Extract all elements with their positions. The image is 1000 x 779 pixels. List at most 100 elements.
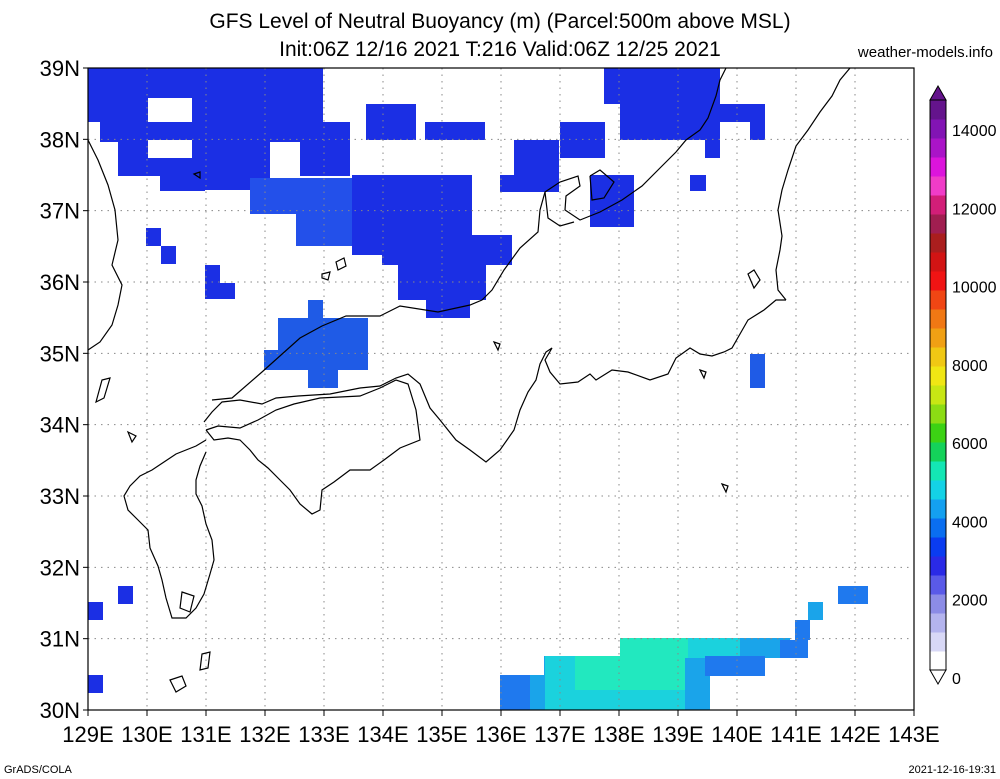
lon-tick-label: 133E bbox=[298, 722, 349, 747]
lnb-cell bbox=[100, 122, 350, 142]
lnb-cell bbox=[838, 586, 868, 604]
footer-right: 2021-12-16-19:31 bbox=[909, 764, 996, 776]
lnb-cell bbox=[705, 136, 720, 158]
lnb-cell bbox=[366, 104, 416, 140]
lnb-cell bbox=[808, 602, 823, 620]
lnb-cell bbox=[560, 122, 605, 158]
colorbar-swatch bbox=[930, 442, 946, 462]
lnb-cell bbox=[250, 178, 370, 214]
lnb-cell bbox=[160, 175, 205, 191]
colorbar-label: 10000 bbox=[952, 280, 997, 297]
colorbar-swatch bbox=[930, 138, 946, 158]
lnb-cell bbox=[161, 246, 176, 264]
lat-tick-label: 30N bbox=[40, 698, 80, 723]
coastline bbox=[87, 67, 851, 693]
lnb-cell bbox=[426, 296, 470, 318]
colorbar-swatch bbox=[930, 176, 946, 196]
lnb-cell bbox=[308, 300, 323, 320]
colorbar-bottom-arrow bbox=[929, 669, 947, 686]
colorbar-swatch bbox=[930, 366, 946, 386]
colorbar-swatch bbox=[930, 252, 946, 272]
title-line-1: GFS Level of Neutral Buoyancy (m) (Parce… bbox=[209, 10, 790, 33]
lnb-cell bbox=[500, 675, 530, 710]
colorbar-swatch bbox=[930, 195, 946, 215]
lnb-cell bbox=[620, 638, 690, 658]
colorbar-label: 4000 bbox=[952, 514, 988, 531]
colorbar-label: 2000 bbox=[952, 593, 988, 610]
colorbar-swatch bbox=[930, 233, 946, 253]
lon-tick-label: 138E bbox=[593, 722, 644, 747]
lnb-cell bbox=[705, 656, 765, 676]
map-gridlines bbox=[88, 68, 914, 710]
colorbar-swatch bbox=[930, 100, 946, 120]
colorbar-swatch bbox=[930, 214, 946, 234]
colorbar-swatch bbox=[930, 423, 946, 443]
lnb-cell bbox=[205, 283, 235, 299]
colorbar-swatch bbox=[930, 480, 946, 500]
colorbar-swatch bbox=[930, 613, 946, 633]
lnb-cell bbox=[118, 586, 133, 604]
colorbar-frame bbox=[929, 99, 947, 671]
lnb-cell bbox=[795, 620, 810, 640]
lon-tick-label: 137E bbox=[534, 722, 585, 747]
lnb-cell bbox=[750, 118, 765, 140]
colorbar-swatch bbox=[930, 271, 946, 291]
lon-tick-label: 130E bbox=[121, 722, 172, 747]
colorbar-label: 14000 bbox=[952, 123, 997, 140]
lon-tick-label: 132E bbox=[239, 722, 290, 747]
colorbar-swatch bbox=[930, 328, 946, 348]
footer-left: GrADS/COLA bbox=[4, 764, 73, 776]
colorbar-swatch bbox=[930, 404, 946, 424]
colorbar-label: 8000 bbox=[952, 358, 988, 375]
lnb-cell bbox=[590, 175, 634, 227]
lnb-cell bbox=[740, 638, 790, 658]
colorbar-swatch bbox=[930, 461, 946, 481]
lat-tick-label: 37N bbox=[40, 199, 80, 224]
longitude-tick-labels: 129E 130E 131E 132E 133E 134E 135E 136E 137E 138E… bbox=[62, 710, 940, 747]
lnb-cell bbox=[500, 175, 540, 192]
lat-tick-label: 36N bbox=[40, 270, 80, 295]
lnb-cell bbox=[688, 638, 748, 658]
colorbar-swatch bbox=[930, 537, 946, 557]
lat-tick-label: 34N bbox=[40, 413, 80, 438]
lon-tick-label: 134E bbox=[357, 722, 408, 747]
colorbar-swatch bbox=[930, 290, 946, 310]
colorbar: 0 2000 4000 6000 8000 10000 12000 14000 bbox=[929, 84, 997, 688]
lon-tick-label: 139E bbox=[652, 722, 703, 747]
lnb-cell bbox=[148, 140, 192, 158]
colorbar-swatch bbox=[930, 632, 946, 652]
lnb-cell bbox=[575, 656, 685, 690]
lon-tick-label: 141E bbox=[770, 722, 821, 747]
colorbar-swatch bbox=[930, 385, 946, 405]
lat-tick-label: 33N bbox=[40, 484, 80, 509]
colorbar-swatch bbox=[930, 556, 946, 576]
lat-tick-label: 31N bbox=[40, 627, 80, 652]
lon-tick-label: 129E bbox=[62, 722, 113, 747]
lnb-cell bbox=[680, 104, 765, 122]
lnb-cell bbox=[264, 350, 368, 370]
lnb-cell bbox=[308, 368, 338, 388]
colorbar-swatch bbox=[930, 594, 946, 614]
colorbar-label: 6000 bbox=[952, 436, 988, 453]
colorbar-swatch bbox=[930, 651, 946, 671]
colorbar-top-arrow bbox=[929, 84, 947, 101]
lnb-cell bbox=[300, 140, 350, 176]
lat-tick-label: 35N bbox=[40, 341, 80, 366]
lon-tick-label: 142E bbox=[829, 722, 880, 747]
latitude-tick-labels: 30N 31N 32N 33N 34N 35N 36N 37N 38N 39N bbox=[40, 56, 88, 723]
lon-tick-label: 140E bbox=[711, 722, 762, 747]
lnb-cell bbox=[425, 122, 485, 140]
map-panel bbox=[87, 67, 915, 711]
colorbar-swatch bbox=[930, 157, 946, 177]
lon-tick-label: 136E bbox=[475, 722, 526, 747]
colorbar-swatch bbox=[930, 575, 946, 595]
lnb-cell bbox=[296, 210, 356, 246]
lat-tick-label: 38N bbox=[40, 127, 80, 152]
colorbar-swatch bbox=[930, 499, 946, 519]
lat-tick-label: 32N bbox=[40, 555, 80, 580]
colorbar-swatch bbox=[930, 347, 946, 367]
title-line-2: Init:06Z 12/16 2021 T:216 Valid:06Z 12/2… bbox=[279, 38, 721, 61]
colorbar-label: 0 bbox=[952, 671, 961, 688]
lnb-cell bbox=[780, 640, 808, 658]
